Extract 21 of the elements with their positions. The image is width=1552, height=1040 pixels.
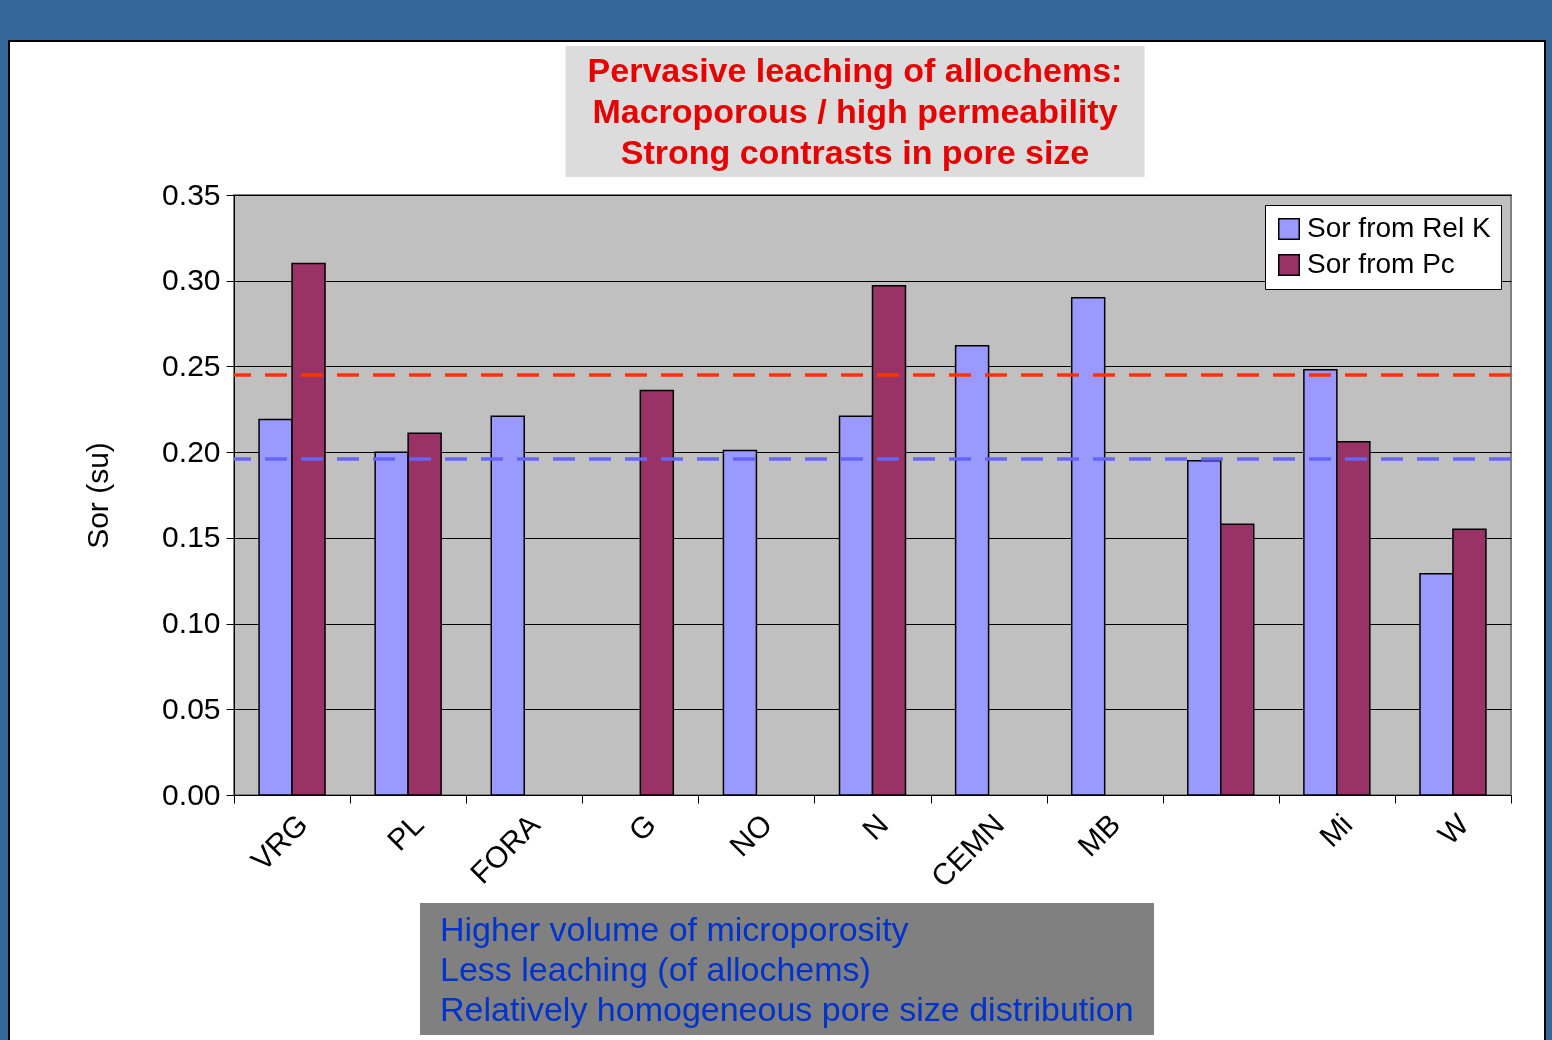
text: Higher volume of microporosity Less leaching (of allochems) Relatively homogeneous pore size distribution bbox=[420, 903, 1154, 1035]
y-axis-title: Sor (su) bbox=[81, 442, 115, 549]
x-tick-label: NO bbox=[722, 807, 779, 863]
y-tick-label: 0.35 bbox=[162, 177, 221, 211]
y-tick-label: 0.20 bbox=[162, 434, 221, 468]
x-tick-label: MB bbox=[1071, 807, 1127, 863]
y-tick-label: 0.05 bbox=[162, 691, 221, 725]
x-tick-label: W bbox=[1431, 806, 1476, 851]
x-tick-label: VRG bbox=[244, 807, 314, 877]
y-tick-label: 0.10 bbox=[162, 606, 221, 640]
y-tick-label: 0.15 bbox=[162, 520, 221, 554]
y-tick-label: 0.25 bbox=[162, 348, 221, 382]
y-tick-label: 0.00 bbox=[162, 777, 221, 811]
x-tick-label: N bbox=[855, 807, 895, 847]
x-tick-label: PL bbox=[380, 807, 430, 857]
x-tick-label: G bbox=[622, 807, 663, 848]
text: Pervasive leaching of allochems: Macroporous / high permeability Strong contrasts in pore size bbox=[565, 46, 1145, 177]
y-tick-label: 0.30 bbox=[162, 263, 221, 297]
legend-label: Sor from Pc bbox=[1307, 248, 1455, 279]
x-tick-label: Mi bbox=[1312, 807, 1359, 854]
legend-label: Sor from Rel K bbox=[1307, 212, 1491, 243]
